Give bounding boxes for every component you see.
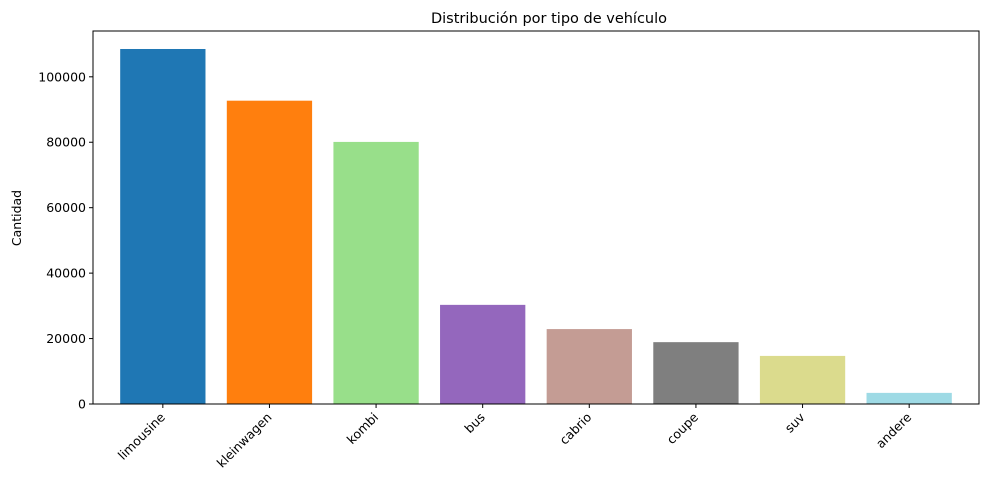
bar-coupe xyxy=(653,342,739,404)
x-tick-label-cabrio: cabrio xyxy=(556,410,594,448)
x-tick-label-bus: bus xyxy=(461,410,487,436)
bar-kleinwagen xyxy=(226,100,313,404)
y-tick-label-40000: 40000 xyxy=(46,266,86,281)
y-tick-label-100000: 100000 xyxy=(38,69,86,84)
x-tick-label-coupe: coupe xyxy=(664,409,702,447)
plot-frame xyxy=(92,30,980,405)
bars-group xyxy=(120,48,952,405)
y-tick-label-20000: 20000 xyxy=(46,331,86,346)
y-axis: 0 20000 40000 60000 80000 100000 xyxy=(38,69,93,412)
x-tick-label-suv: suv xyxy=(782,409,808,435)
y-tick-label-80000: 80000 xyxy=(46,135,86,150)
y-axis-label: Cantidad xyxy=(9,190,24,246)
y-tick-label-0: 0 xyxy=(78,397,86,412)
x-tick-label-limousine: limousine xyxy=(115,409,168,462)
bar-andere xyxy=(866,392,952,404)
x-tick-label-andere: andere xyxy=(873,409,915,451)
bar-bus xyxy=(440,304,526,404)
y-tick-label-60000: 60000 xyxy=(46,200,86,215)
bar-limousine xyxy=(120,48,206,405)
bar-cabrio xyxy=(546,329,632,404)
bar-suv xyxy=(759,355,846,404)
chart-title: Distribución por tipo de vehículo xyxy=(431,11,667,27)
x-tick-label-kombi: kombi xyxy=(344,410,381,447)
x-tick-label-kleinwagen: kleinwagen xyxy=(214,410,275,471)
bar-kombi xyxy=(333,141,419,404)
x-axis: limousine kleinwagen kombi bus cabrio coupe su… xyxy=(115,404,915,470)
